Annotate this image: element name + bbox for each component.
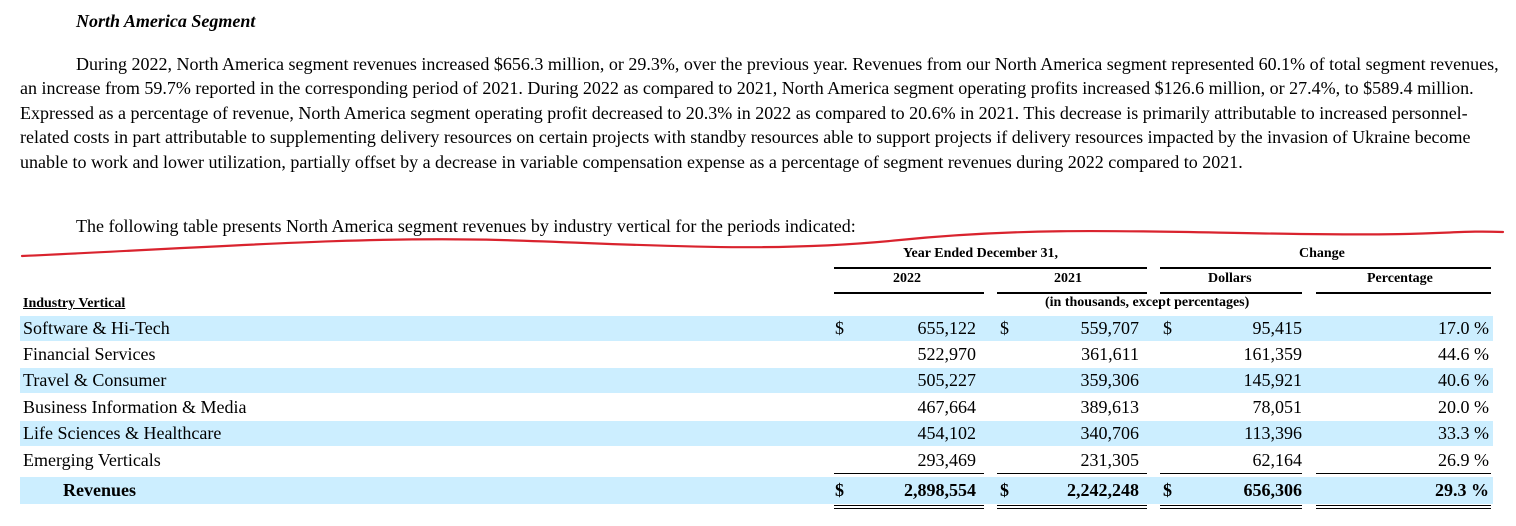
value-2022: 454,102 xyxy=(917,423,977,443)
col-header-2021: 2021 xyxy=(1054,271,1082,286)
table-row: Business Information & Media 467,664 389… xyxy=(20,395,1493,420)
double-rule-2021 xyxy=(997,505,1147,509)
currency-symbol: $ xyxy=(835,318,844,338)
currency-symbol: $ xyxy=(1000,480,1009,500)
value-dollars: 62,164 xyxy=(1252,450,1303,470)
col-rule-percentage xyxy=(1316,292,1491,294)
double-rule-dollars xyxy=(1160,505,1302,509)
row-label: Financial Services xyxy=(23,344,156,364)
row-header-industry-vertical: Industry Vertical xyxy=(23,296,126,311)
value-2022: 522,970 xyxy=(917,344,977,364)
total-2021: 2,242,248 xyxy=(1067,480,1139,500)
total-percentage: 29.3 % xyxy=(1435,480,1489,500)
value-2022: 467,664 xyxy=(917,397,977,417)
table-row: Emerging Verticals 293,469 231,305 62,16… xyxy=(20,448,1493,473)
double-rule-percentage xyxy=(1316,505,1491,509)
value-dollars: 161,359 xyxy=(1243,344,1303,364)
value-2021: 361,611 xyxy=(1081,344,1139,364)
currency-symbol: $ xyxy=(1163,480,1172,500)
total-row: Revenues $ 2,898,554 $ 2,242,248 $ 656,3… xyxy=(20,477,1493,504)
value-percentage: 44.6 % xyxy=(1438,344,1489,364)
total-dollars: 656,306 xyxy=(1243,480,1303,500)
currency-symbol: $ xyxy=(1163,318,1172,338)
change-group-rule xyxy=(1160,267,1491,269)
value-dollars: 78,051 xyxy=(1252,397,1303,417)
year-group-header: Year Ended December 31, xyxy=(903,246,1059,261)
col-header-dollars: Dollars xyxy=(1208,271,1252,286)
body-paragraph: During 2022, North America segment reven… xyxy=(20,54,1499,172)
row-label: Software & Hi-Tech xyxy=(23,318,170,338)
table-row: Travel & Consumer 505,227 359,306 145,92… xyxy=(20,368,1493,393)
table-row: Financial Services 522,970 361,611 161,3… xyxy=(20,342,1493,367)
value-dollars: 95,415 xyxy=(1252,318,1303,338)
value-percentage: 17.0 % xyxy=(1438,318,1489,338)
value-percentage: 40.6 % xyxy=(1438,370,1489,390)
value-2022: 293,469 xyxy=(917,450,977,470)
value-percentage: 20.0 % xyxy=(1438,397,1489,417)
units-note: (in thousands, except percentages) xyxy=(1045,295,1250,310)
row-label: Life Sciences & Healthcare xyxy=(23,423,222,443)
subtotal-rule-dollars xyxy=(1160,473,1302,474)
value-2021: 231,305 xyxy=(1080,450,1140,470)
value-2021: 389,613 xyxy=(1080,397,1140,417)
subtotal-rule-2021 xyxy=(997,473,1147,474)
double-rule-2022 xyxy=(834,505,984,509)
row-label: Business Information & Media xyxy=(23,397,247,417)
value-2022: 505,227 xyxy=(917,370,977,390)
row-label: Travel & Consumer xyxy=(23,370,167,390)
value-percentage: 33.3 % xyxy=(1438,423,1489,443)
col-header-percentage: Percentage xyxy=(1367,271,1433,286)
total-label: Revenues xyxy=(63,480,136,500)
value-dollars: 113,396 xyxy=(1244,423,1302,443)
value-2022: 655,122 xyxy=(917,318,977,338)
change-group-header: Change xyxy=(1299,246,1345,261)
col-rule-2022 xyxy=(834,292,984,294)
value-2021: 359,306 xyxy=(1080,370,1140,390)
value-percentage: 26.9 % xyxy=(1438,450,1489,470)
row-label: Emerging Verticals xyxy=(23,450,161,470)
subtotal-rule-2022 xyxy=(834,473,984,474)
col-header-2022: 2022 xyxy=(893,271,921,286)
total-2022: 2,898,554 xyxy=(904,480,976,500)
value-2021: 340,706 xyxy=(1080,423,1140,443)
year-group-rule xyxy=(834,267,1147,269)
value-2021: 559,707 xyxy=(1080,318,1140,338)
col-rule-2021 xyxy=(997,292,1147,294)
table-intro: The following table presents North Ameri… xyxy=(76,216,856,236)
subtotal-rule-percentage xyxy=(1316,473,1491,474)
currency-symbol: $ xyxy=(835,480,844,500)
table-row: Life Sciences & Healthcare 454,102 340,7… xyxy=(20,421,1493,446)
currency-symbol: $ xyxy=(1000,318,1009,338)
table-row: Software & Hi-Tech $ 655,122 $ 559,707 $… xyxy=(20,316,1493,341)
value-dollars: 145,921 xyxy=(1243,370,1303,390)
col-rule-dollars xyxy=(1160,292,1302,294)
section-heading: North America Segment xyxy=(76,11,256,31)
